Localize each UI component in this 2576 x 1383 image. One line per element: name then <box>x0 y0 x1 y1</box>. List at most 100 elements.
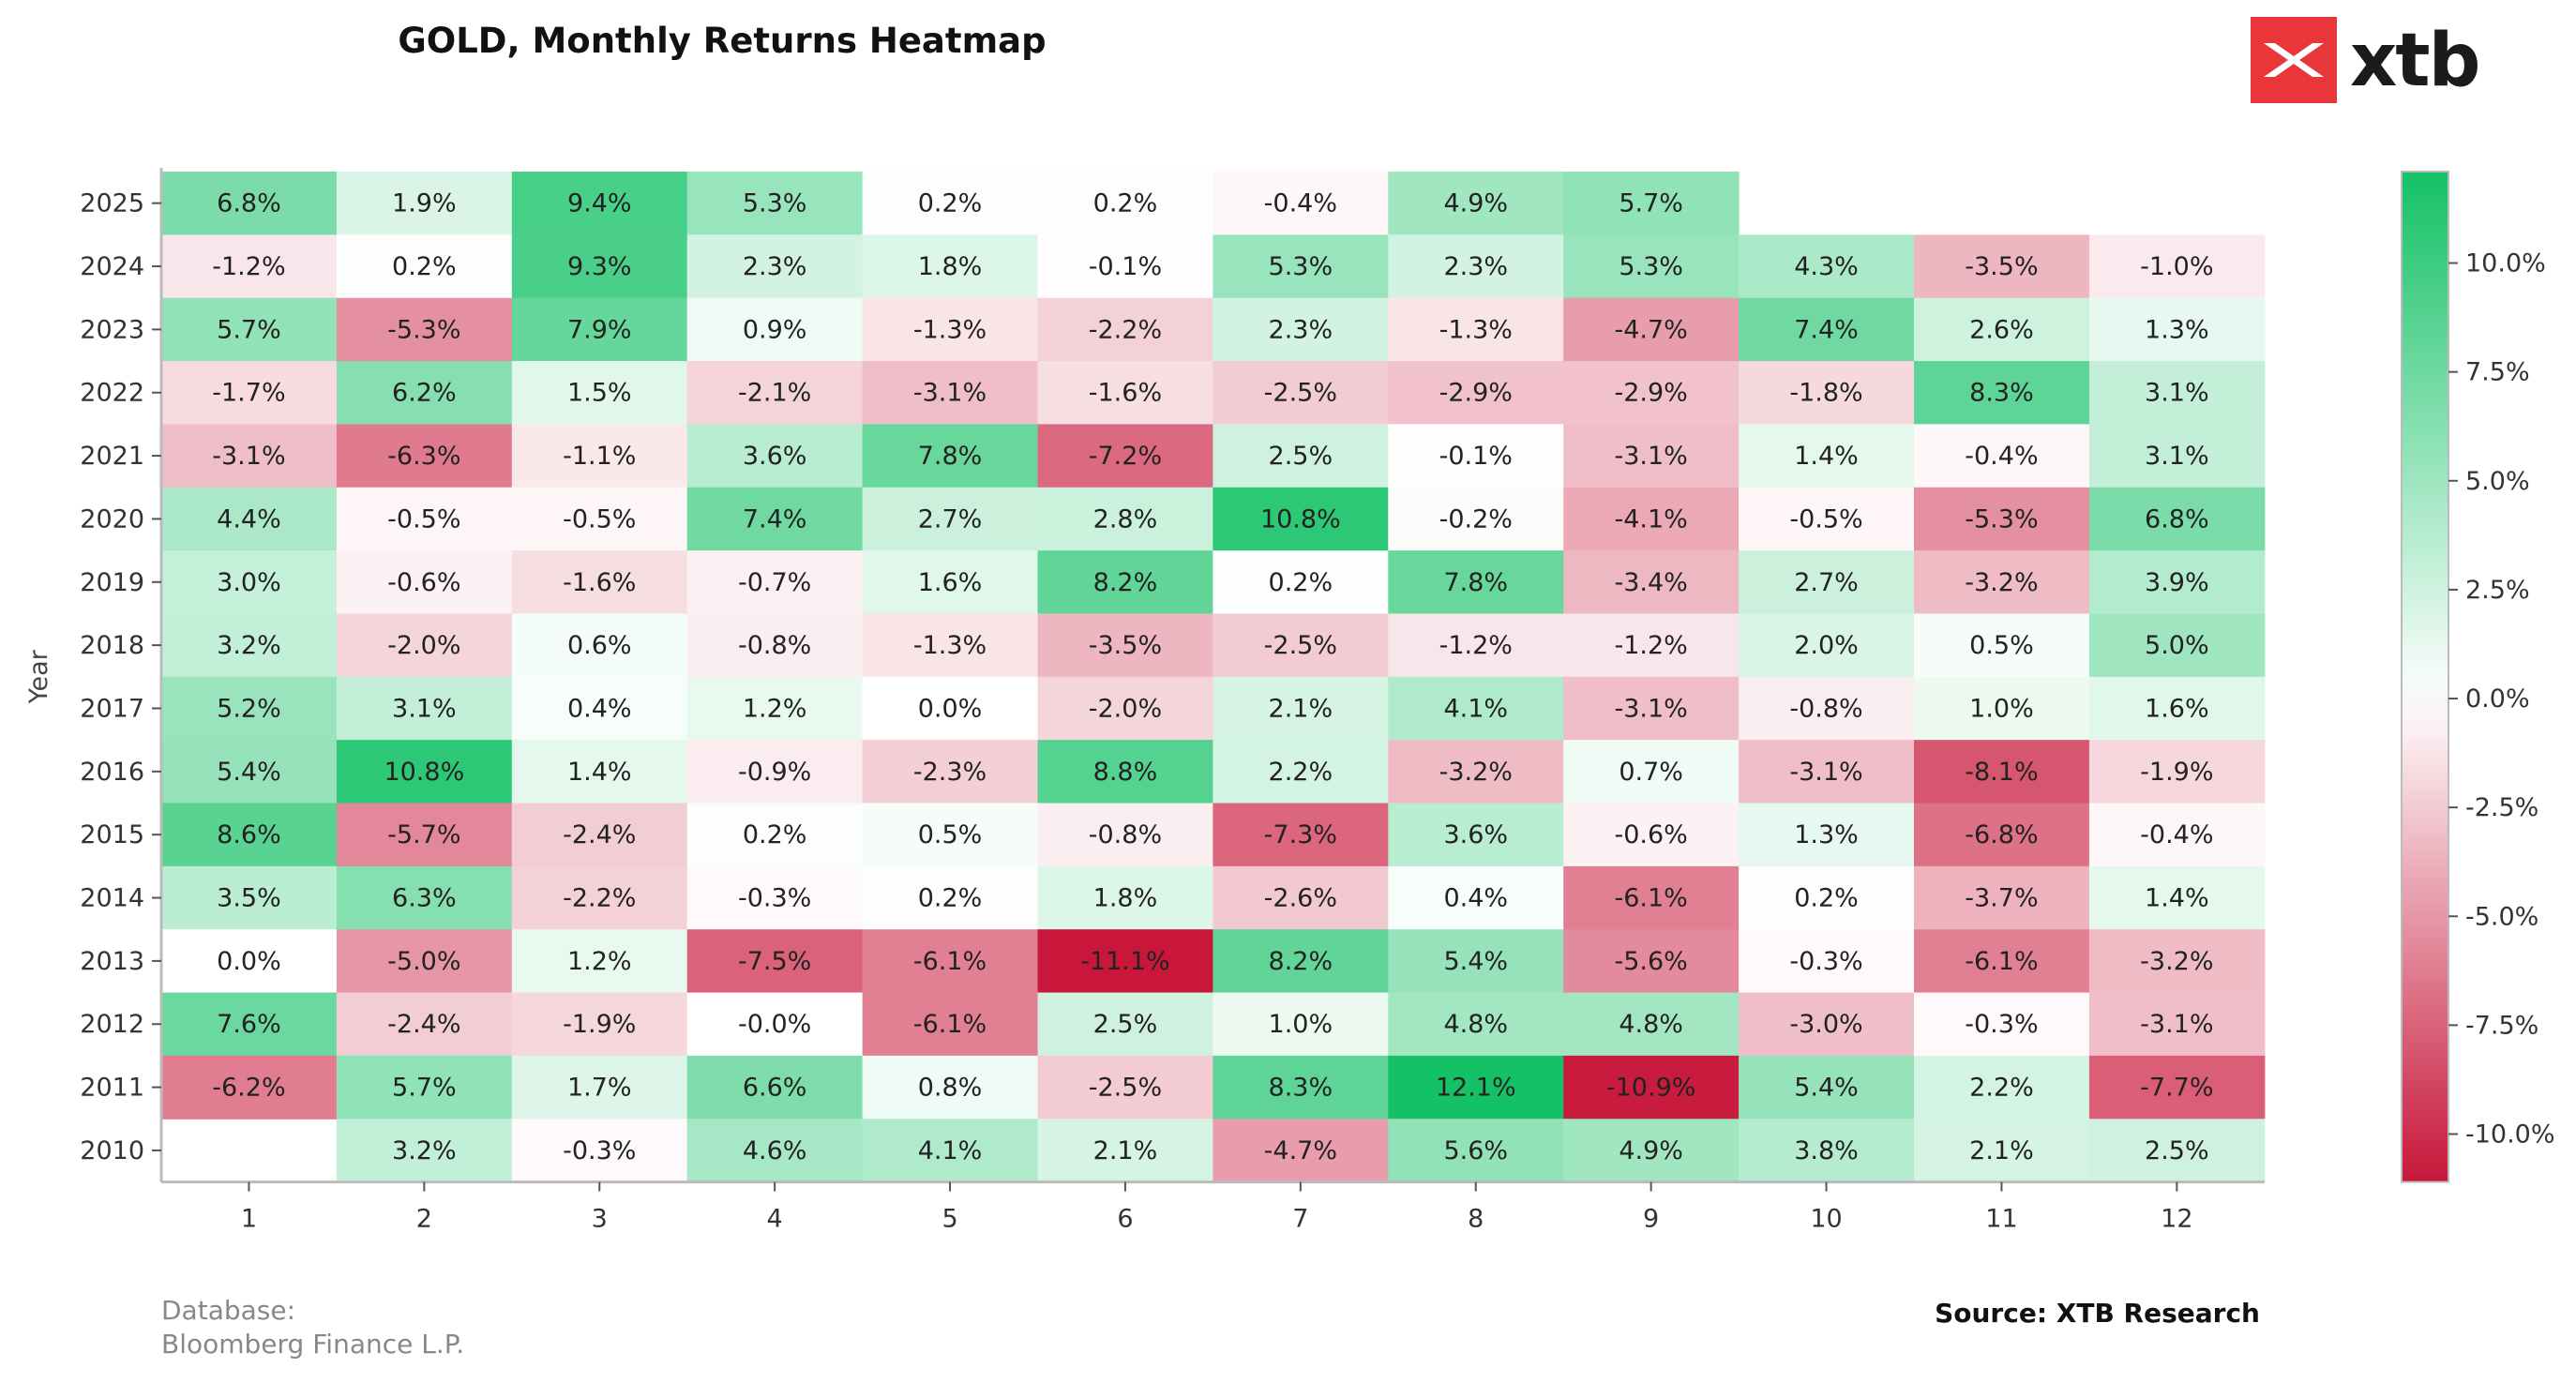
cell-value-label: -2.5% <box>1264 631 1337 660</box>
heatmap-cell <box>336 424 513 489</box>
y-tick-label: 2011 <box>80 1074 144 1103</box>
cell-value-label: -1.0% <box>2140 252 2213 281</box>
heatmap-cell <box>1563 234 1740 299</box>
heatmap-cell <box>511 424 688 489</box>
cell-value-label: 5.4% <box>1443 947 1508 976</box>
cell-value-label: 6.3% <box>392 884 457 913</box>
cell-value-label: -10.9% <box>1606 1074 1696 1103</box>
heatmap-cell <box>511 172 688 235</box>
cell-value-label: -0.8% <box>1089 820 1162 849</box>
heatmap-cell <box>862 424 1039 489</box>
cell-value-label: -2.6% <box>1264 884 1337 913</box>
heatmap-cell <box>1037 992 1213 1057</box>
cell-value-label: 0.6% <box>567 631 632 660</box>
heatmap-cell <box>1739 865 1915 930</box>
cell-value-label: 5.2% <box>217 694 281 723</box>
y-tick-label: 2015 <box>80 820 144 849</box>
colorbar-tick-label: 7.5% <box>2465 358 2530 387</box>
heatmap-cell <box>1563 865 1740 930</box>
heatmap-cell <box>1037 865 1213 930</box>
cell-value-label: 1.2% <box>743 694 807 723</box>
heatmap-cell <box>686 172 864 235</box>
cell-value-label: -0.9% <box>738 758 811 787</box>
heatmap-cell <box>1213 234 1389 299</box>
heatmap-cell <box>1213 361 1389 425</box>
heatmap-cell <box>336 865 513 930</box>
cell-value-label: 10.8% <box>1260 504 1341 534</box>
heatmap-cell <box>862 1119 1039 1183</box>
heatmap-cell <box>1739 361 1915 425</box>
heatmap-cell <box>1213 613 1389 678</box>
cell-value-label: 3.1% <box>392 694 457 723</box>
heatmap-cell <box>1739 992 1915 1057</box>
y-tick-label: 2022 <box>80 379 144 408</box>
heatmap-cell <box>1563 613 1740 678</box>
heatmap-cell <box>686 550 864 615</box>
cell-value-label: 9.3% <box>567 252 632 281</box>
cell-value-label: 3.6% <box>1443 820 1508 849</box>
heatmap-cell <box>1213 676 1389 741</box>
cell-value-label: -1.9% <box>2140 758 2213 787</box>
cell-value-label: 7.8% <box>1443 568 1508 597</box>
heatmap-cell <box>161 740 338 804</box>
heatmap-cell <box>862 865 1039 930</box>
heatmap-cell <box>862 676 1039 741</box>
heatmap-cell <box>336 740 513 804</box>
colorbar: 10.0% 7.5% 5.0% 2.5% 0.0% -2.5% -5.0% -7.5% -10.… <box>2401 171 2555 1183</box>
cell-value-label: 8.3% <box>1269 1074 1333 1103</box>
cell-value-label: 1.4% <box>2145 884 2209 913</box>
cell-value-label: 8.3% <box>1969 379 2034 408</box>
heatmap-cell <box>686 487 864 551</box>
heatmap-cell <box>1388 929 1564 994</box>
database-label: Database: <box>161 1295 296 1326</box>
heatmap-cell <box>1388 234 1564 299</box>
cell-value-label: 4.8% <box>1443 1010 1508 1039</box>
heatmap-cell <box>511 613 688 678</box>
heatmap-cell <box>1914 234 2090 299</box>
heatmap-cell <box>1037 487 1213 551</box>
cell-value-label: 0.7% <box>1619 758 1683 787</box>
cell-value-label: 5.6% <box>1443 1136 1508 1165</box>
xtb-logo-mark-icon <box>2251 17 2337 103</box>
heatmap-cell <box>1914 929 2090 994</box>
heatmap-cell <box>1213 992 1389 1057</box>
heatmap-cell <box>2088 487 2266 551</box>
heatmap-cell <box>1914 487 2090 551</box>
cell-value-label: 3.2% <box>217 631 281 660</box>
cell-value-label: -2.9% <box>1439 379 1513 408</box>
heatmap-cell <box>336 172 513 235</box>
cell-value-label: 4.3% <box>1794 252 1859 281</box>
cell-value-label: 7.4% <box>743 504 807 534</box>
heatmap-cell <box>862 613 1039 678</box>
heatmap-cell <box>1213 740 1389 804</box>
heatmap-cell <box>1739 803 1915 867</box>
cell-value-label: 9.4% <box>567 189 632 218</box>
heatmap-cell <box>862 550 1039 615</box>
cell-value-label: -2.4% <box>563 820 636 849</box>
cell-value-label: 1.0% <box>1969 694 2034 723</box>
cell-value-label: -1.7% <box>212 379 285 408</box>
cell-value-label: 5.3% <box>1619 252 1683 281</box>
cell-value-label: -0.4% <box>2140 820 2213 849</box>
chart-title: GOLD, Monthly Returns Heatmap <box>398 21 1047 61</box>
heatmap-cell <box>1037 172 1213 235</box>
cell-value-label: 2.7% <box>1794 568 1859 597</box>
heatmap-cell <box>511 992 688 1057</box>
cell-value-label: 2.2% <box>1969 1074 2034 1103</box>
cell-value-label: -1.8% <box>1789 379 1862 408</box>
heatmap-cell <box>1388 865 1564 930</box>
heatmap-cell <box>1914 992 2090 1057</box>
cell-value-label: -1.9% <box>563 1010 636 1039</box>
cell-value-label: 1.9% <box>392 189 457 218</box>
cell-value-label: 3.1% <box>2145 442 2209 471</box>
cell-value-label: -3.1% <box>212 442 285 471</box>
heatmap-cell <box>161 172 338 235</box>
y-tick-label: 2010 <box>80 1136 144 1165</box>
x-tick-label: 6 <box>1117 1205 1133 1234</box>
cell-value-label: -2.5% <box>1089 1074 1162 1103</box>
heatmap-cell <box>511 234 688 299</box>
heatmap-cell <box>686 803 864 867</box>
heatmap-cell <box>1388 740 1564 804</box>
heatmap-cell <box>2088 234 2266 299</box>
